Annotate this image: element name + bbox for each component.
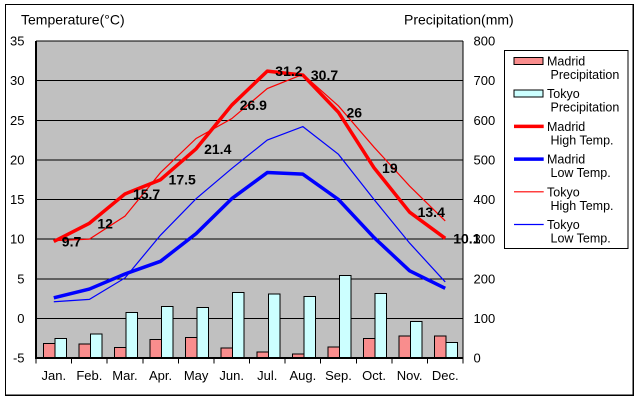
- svg-text:30.7: 30.7: [311, 67, 338, 83]
- svg-text:Tokyo: Tokyo: [547, 218, 580, 232]
- svg-text:0: 0: [474, 351, 481, 366]
- svg-text:13.4: 13.4: [418, 204, 445, 220]
- svg-text:5: 5: [17, 271, 24, 286]
- svg-text:-5: -5: [13, 351, 25, 366]
- svg-text:400: 400: [474, 192, 496, 207]
- svg-text:Feb.: Feb.: [76, 368, 102, 383]
- svg-text:Madrid: Madrid: [547, 55, 585, 69]
- svg-text:300: 300: [474, 232, 496, 247]
- svg-text:Sep.: Sep.: [325, 368, 352, 383]
- svg-text:21.4: 21.4: [204, 141, 231, 157]
- svg-text:17.5: 17.5: [169, 172, 196, 188]
- svg-text:Oct.: Oct.: [362, 368, 386, 383]
- svg-text:Jan.: Jan.: [42, 368, 67, 383]
- svg-text:Precipitation: Precipitation: [551, 101, 620, 115]
- svg-text:12: 12: [97, 215, 113, 231]
- svg-text:Low Temp.: Low Temp.: [551, 166, 611, 180]
- svg-text:26.9: 26.9: [240, 97, 267, 113]
- svg-text:25: 25: [10, 113, 24, 128]
- svg-text:Apr.: Apr.: [149, 368, 172, 383]
- svg-text:10: 10: [10, 232, 24, 247]
- svg-text:Nov.: Nov.: [397, 368, 423, 383]
- svg-text:Madrid: Madrid: [547, 120, 585, 134]
- svg-text:Jul.: Jul.: [257, 368, 277, 383]
- svg-text:700: 700: [474, 73, 496, 88]
- svg-text:Aug.: Aug.: [290, 368, 317, 383]
- svg-text:Mar.: Mar.: [112, 368, 137, 383]
- svg-text:Precipitation(mm): Precipitation(mm): [404, 12, 514, 28]
- svg-text:30: 30: [10, 73, 24, 88]
- svg-text:9.7: 9.7: [62, 234, 82, 250]
- svg-text:Low Temp.: Low Temp.: [551, 232, 611, 246]
- svg-text:800: 800: [474, 34, 496, 49]
- svg-text:Temperature(°C): Temperature(°C): [21, 12, 125, 28]
- svg-text:15.7: 15.7: [133, 186, 160, 202]
- svg-text:26: 26: [346, 104, 362, 120]
- svg-text:600: 600: [474, 113, 496, 128]
- svg-text:100: 100: [474, 311, 496, 326]
- svg-text:35: 35: [10, 34, 24, 49]
- svg-text:19: 19: [382, 160, 398, 176]
- svg-text:High Temp.: High Temp.: [551, 199, 614, 213]
- svg-text:Tokyo: Tokyo: [547, 185, 580, 199]
- svg-text:May: May: [184, 368, 209, 383]
- svg-text:Precipitation: Precipitation: [551, 68, 620, 82]
- svg-text:Jun.: Jun.: [219, 368, 244, 383]
- svg-text:Tokyo: Tokyo: [547, 87, 580, 101]
- svg-text:31.2: 31.2: [275, 63, 302, 79]
- svg-text:Madrid: Madrid: [547, 153, 585, 167]
- svg-text:200: 200: [474, 271, 496, 286]
- svg-text:Dec.: Dec.: [432, 368, 459, 383]
- svg-text:15: 15: [10, 192, 24, 207]
- svg-text:0: 0: [17, 311, 24, 326]
- svg-text:10.1: 10.1: [453, 230, 480, 246]
- svg-text:500: 500: [474, 152, 496, 167]
- svg-text:High Temp.: High Temp.: [551, 133, 614, 147]
- svg-text:20: 20: [10, 152, 24, 167]
